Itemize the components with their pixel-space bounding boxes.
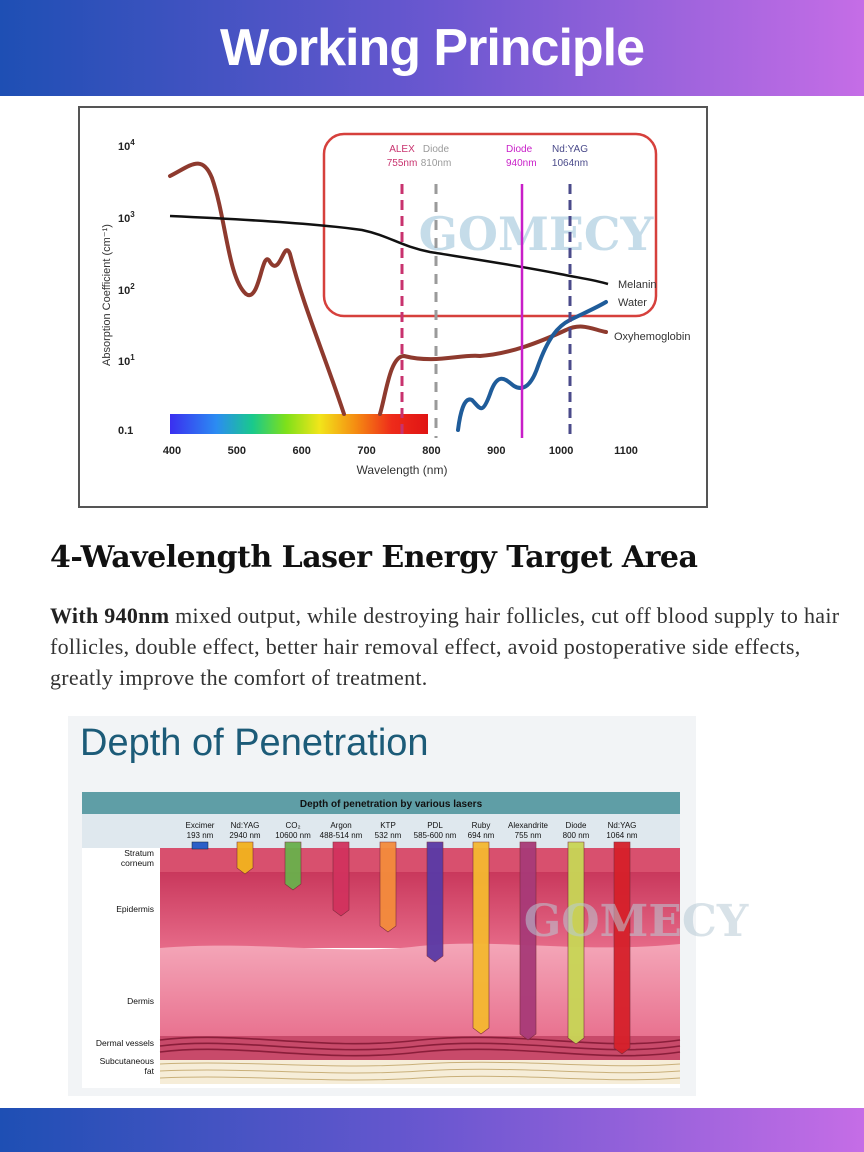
x-tick-label: 800 — [422, 445, 440, 457]
footer-banner — [0, 1108, 864, 1152]
description-text: mixed output, while destroying hair foll… — [50, 603, 840, 690]
section-heading: 4-Wavelength Laser Energy Target Area — [50, 540, 698, 575]
laser-name-label: Nd:YAG — [552, 144, 588, 155]
laser-name-label: Diode — [506, 144, 533, 155]
melanin-curve — [169, 214, 609, 286]
absorption-chart-svg: GOMECY 104 103 102 101 0.1 Absorption Coeffici… — [101, 132, 690, 477]
visible-spectrum-bar — [170, 414, 428, 434]
y-tick-label: 101 — [118, 353, 135, 368]
depth-panel — [68, 716, 696, 1096]
x-tick-label: 1100 — [614, 445, 638, 457]
y-tick-label: 102 — [118, 282, 135, 297]
laser-wavelength-label: 810nm — [421, 158, 452, 169]
x-axis-title: Wavelength (nm) — [357, 463, 448, 477]
laser-wavelength-label: 940nm — [506, 158, 537, 169]
laser-wavelength-label: 755nm — [387, 158, 418, 169]
laser-name-label: ALEX — [389, 144, 415, 155]
description-bold: With 940nm — [50, 603, 170, 628]
oxyhemoglobin-curve — [168, 161, 608, 416]
y-tick-label: 103 — [118, 210, 135, 225]
y-tick-label: 104 — [118, 138, 135, 153]
laser-name-label: Diode — [423, 144, 450, 155]
x-tick-label: 500 — [228, 445, 246, 457]
x-tick-label: 1000 — [549, 445, 573, 457]
absorption-chart: GOMECY 104 103 102 101 0.1 Absorption Coeffici… — [78, 106, 708, 508]
section-description: With 940nm mixed output, while destroyin… — [50, 600, 840, 693]
x-tick-label: 900 — [487, 445, 505, 457]
y-axis-title: Absorption Coefficient (cm⁻¹) — [101, 224, 113, 366]
melanin-label: Melanin — [618, 279, 657, 291]
oxyhemoglobin-label: Oxyhemoglobin — [614, 331, 690, 343]
watermark: GOMECY — [419, 207, 655, 261]
header-banner — [0, 0, 864, 96]
y-tick-label: 0.1 — [118, 425, 133, 437]
depth-title: Depth of Penetration — [80, 722, 429, 764]
laser-wavelength-label: 1064nm — [552, 158, 588, 169]
x-tick-label: 600 — [293, 445, 311, 457]
x-tick-label: 700 — [357, 445, 375, 457]
page-title: Working Principle — [219, 19, 645, 77]
x-tick-label: 400 — [163, 445, 181, 457]
water-curve — [456, 300, 608, 432]
water-label: Water — [618, 297, 647, 309]
